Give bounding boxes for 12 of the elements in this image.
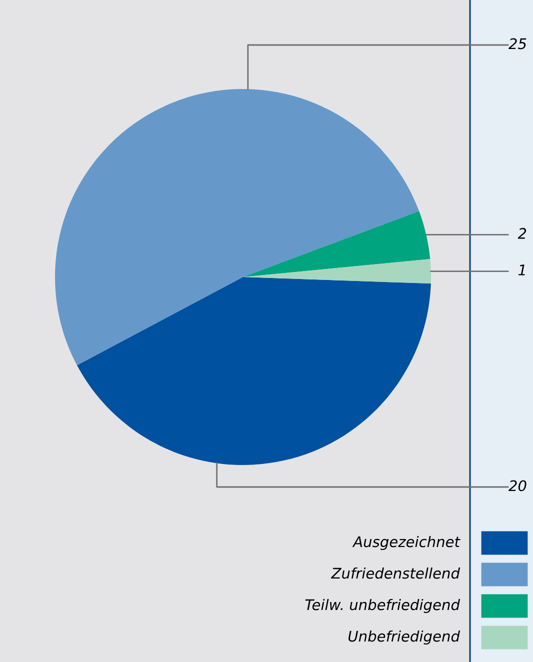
legend-label: Ausgezeichnet (352, 536, 460, 550)
data-label: 25 (508, 38, 526, 50)
pie-slice (243, 211, 430, 277)
legend-label: Zufriedenstellend (330, 567, 460, 579)
pie-slice (243, 258, 431, 284)
legend-label: Unbefriedigend (348, 630, 460, 645)
pie-slice (77, 277, 431, 465)
data-label: 1 (518, 264, 525, 276)
data-label: 2 (518, 228, 526, 239)
pie-slice (55, 89, 420, 366)
data-label: 20 (508, 480, 526, 492)
legend-label: Teilw. unbefriedigend (305, 598, 460, 614)
